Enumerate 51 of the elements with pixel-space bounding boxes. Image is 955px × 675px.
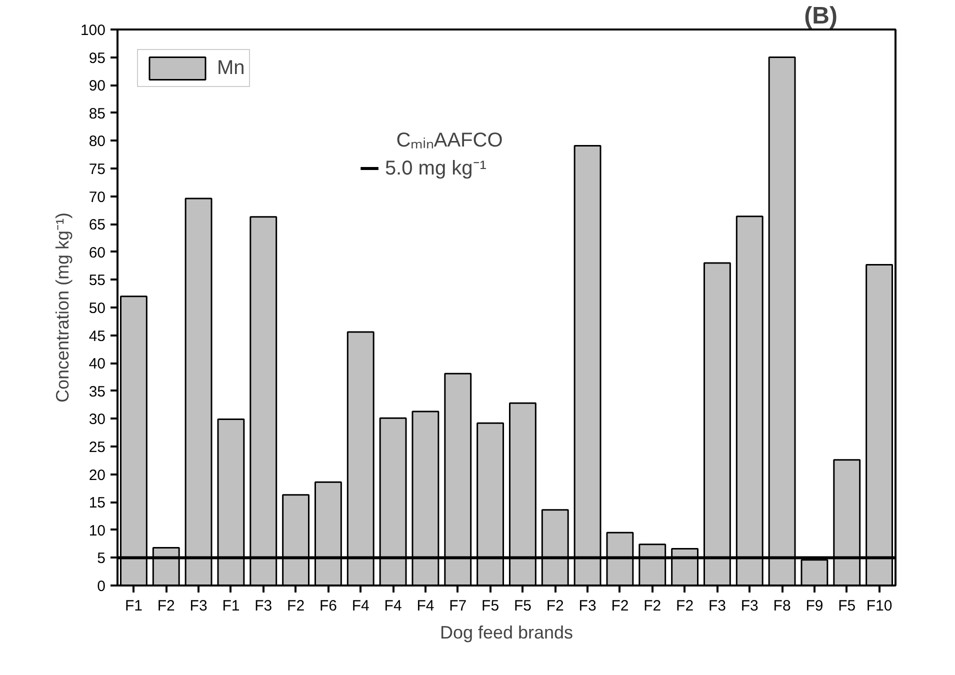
- x-tick-label: F1: [124, 598, 142, 614]
- y-tick-label: 85: [88, 105, 106, 122]
- y-tick-label: 55: [88, 272, 106, 290]
- x-tick-label: F7: [449, 598, 467, 614]
- x-tick-label: F6: [319, 598, 337, 614]
- x-tick-label: F4: [416, 598, 434, 614]
- x-tick-label: F3: [740, 598, 758, 614]
- x-tick-label: F3: [190, 598, 208, 614]
- x-tick-label: F5: [514, 598, 532, 614]
- y-tick-label: 0: [97, 578, 106, 595]
- x-tick-label: F1: [222, 598, 240, 614]
- y-tick-label: 25: [88, 439, 106, 456]
- x-tick-label: F3: [254, 598, 272, 614]
- y-tick-label: 30: [88, 411, 106, 428]
- y-tick-label: 10: [88, 522, 106, 540]
- x-tick-label: F2: [644, 598, 662, 614]
- y-tick-label: 40: [88, 356, 106, 373]
- y-tick-label: 5: [97, 550, 106, 568]
- annotation: CₘᵢₙAAFCO: [396, 130, 503, 152]
- x-tick-label: F2: [611, 598, 629, 614]
- y-tick-label: 65: [88, 216, 106, 234]
- x-tick-label: F8: [773, 598, 791, 614]
- y-tick-label: 15: [88, 494, 106, 512]
- x-tick-label: F4: [352, 598, 370, 614]
- x-tick-label: F4: [384, 598, 402, 614]
- legend-label: 5.0 mg kg⁻¹: [384, 158, 487, 180]
- x-tick-label: F2: [676, 598, 694, 614]
- y-tick-label: 60: [88, 244, 106, 262]
- y-tick-label: 50: [88, 300, 106, 317]
- x-tick-label: F5: [482, 598, 500, 614]
- x-tick-label: F9: [806, 598, 824, 614]
- x-tick-label: F2: [157, 598, 175, 614]
- y-tick-label: 35: [88, 383, 106, 400]
- y-tick-label: 45: [88, 328, 106, 345]
- y-tick-label: 70: [88, 188, 106, 206]
- y-tick-label: 100: [80, 22, 106, 39]
- chart-title: (B): [804, 2, 838, 30]
- y-tick-label: 95: [88, 50, 106, 67]
- y-axis-title: Concentration (mg kg⁻¹): [52, 212, 72, 403]
- x-axis-title: Dog feed brands: [440, 622, 574, 642]
- y-tick-label: 80: [88, 133, 106, 150]
- y-tick-label: 20: [88, 466, 106, 484]
- x-tick-label: F3: [708, 598, 726, 614]
- x-tick-label: F5: [838, 598, 856, 614]
- x-tick-label: F2: [546, 598, 564, 614]
- x-tick-label: F2: [287, 598, 305, 614]
- y-tick-label: 90: [88, 78, 106, 95]
- x-tick-label: F10: [866, 598, 892, 614]
- x-tick-label: F3: [578, 598, 596, 614]
- y-tick-label: 75: [88, 161, 106, 178]
- legend-label: Mn: [217, 56, 245, 80]
